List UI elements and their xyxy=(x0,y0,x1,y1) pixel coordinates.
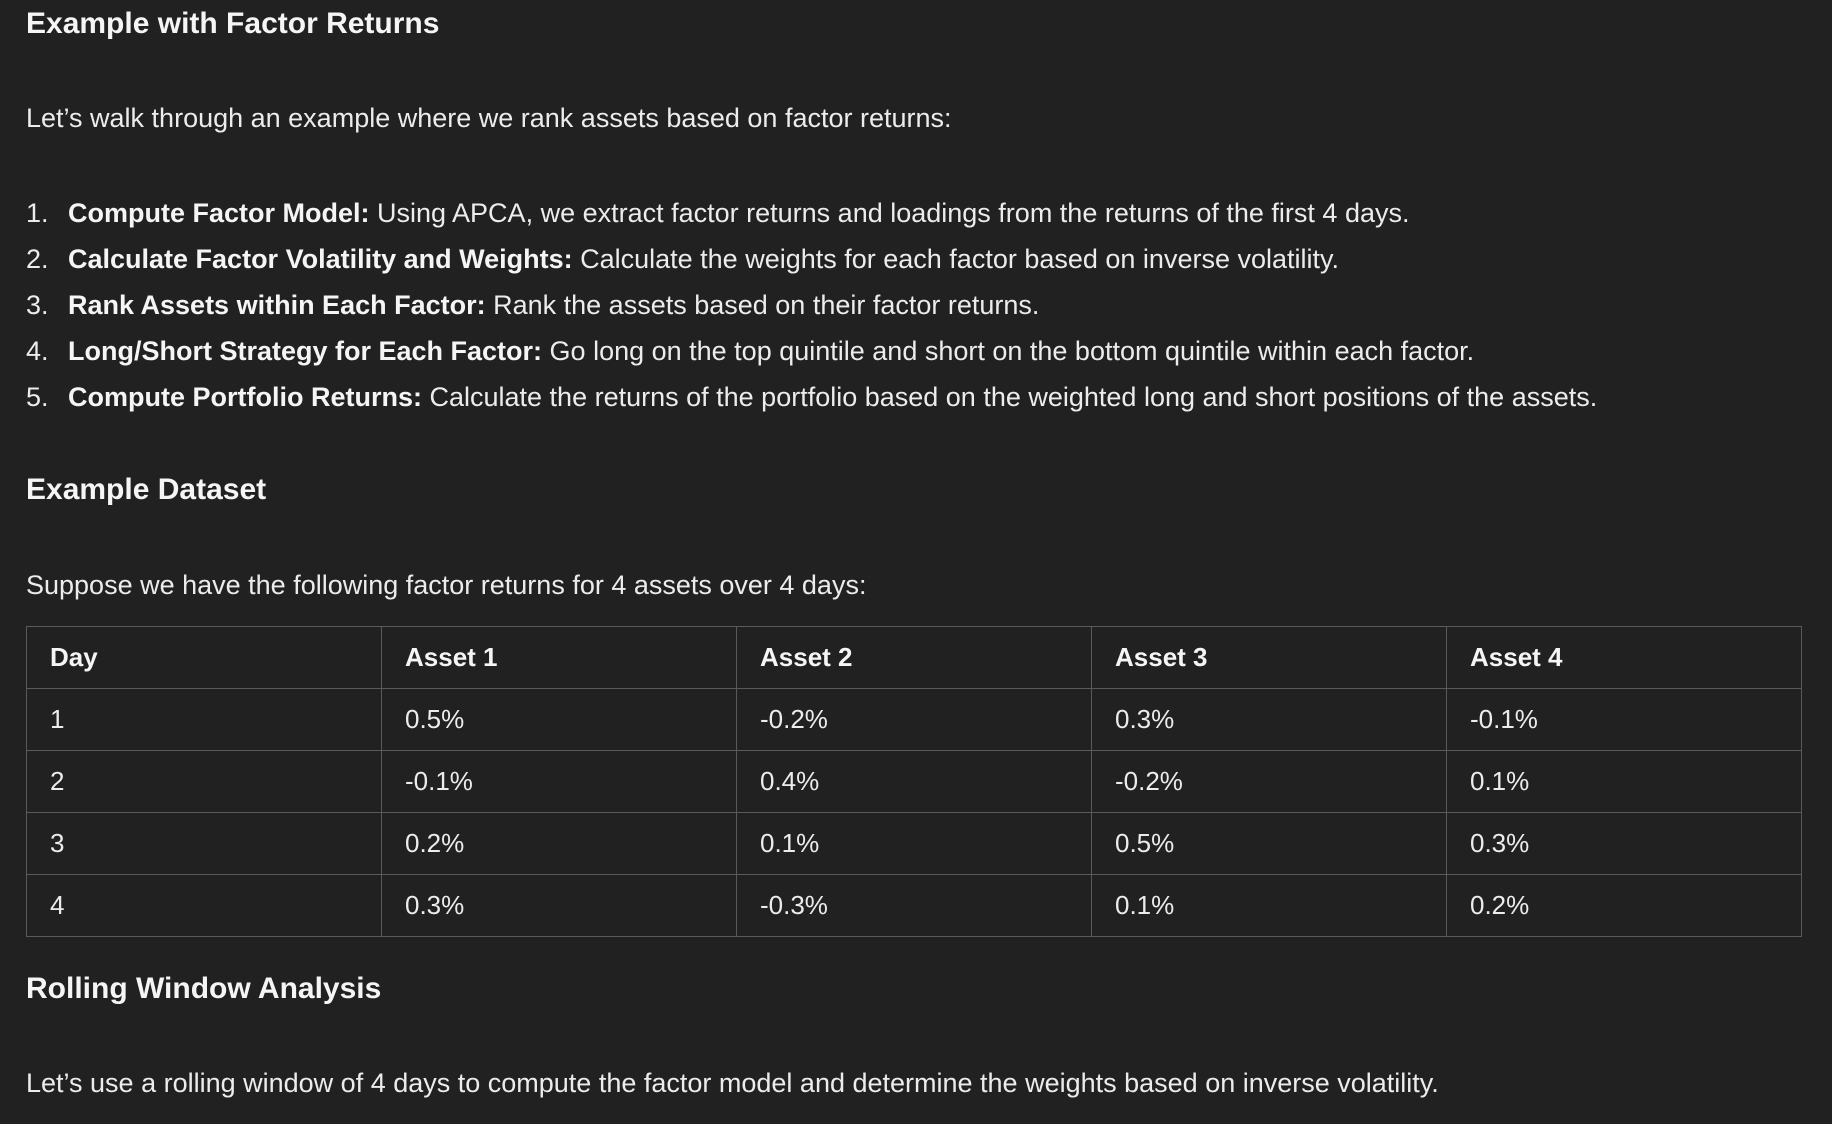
list-item: 4. Long/Short Strategy for Each Factor: G… xyxy=(26,330,1597,376)
step-text: Calculate the returns of the portfolio b… xyxy=(421,382,1598,412)
table-cell: 0.4% xyxy=(736,750,1092,813)
list-number: 5. xyxy=(26,382,49,412)
list-number: 4. xyxy=(26,336,49,366)
step-text: Go long on the top quintile and short on… xyxy=(542,336,1475,366)
table-cell: -0.3% xyxy=(736,874,1092,937)
table-cell: 0.2% xyxy=(381,812,737,875)
table-row: 1 0.5% -0.2% 0.3% -0.1% xyxy=(26,688,1802,751)
list-number: 1. xyxy=(26,198,49,228)
step-title: Compute Factor Model: xyxy=(68,198,370,228)
list-item: 3. Rank Assets within Each Factor: Rank t… xyxy=(26,284,1597,330)
heading-example-dataset: Example Dataset xyxy=(26,473,267,506)
list-item: 5. Compute Portfolio Returns: Calculate t… xyxy=(26,376,1597,422)
table-cell: 0.2% xyxy=(1446,874,1802,937)
table-cell: -0.2% xyxy=(1091,750,1447,813)
table-cell: -0.2% xyxy=(736,688,1092,751)
table-cell: -0.1% xyxy=(381,750,737,813)
list-number: 3. xyxy=(26,290,49,320)
table-cell: -0.1% xyxy=(1446,688,1802,751)
table-cell: 0.3% xyxy=(1091,688,1447,751)
table-cell: 0.3% xyxy=(381,874,737,937)
table-cell: 1 xyxy=(26,688,382,751)
table-cell: 0.1% xyxy=(736,812,1092,875)
step-text: Using APCA, we extract factor returns an… xyxy=(369,198,1410,228)
list-item: 2. Calculate Factor Volatility and Weight… xyxy=(26,238,1597,284)
step-title: Calculate Factor Volatility and Weights: xyxy=(68,244,573,274)
column-header-asset-3: Asset 3 xyxy=(1091,626,1447,689)
intro-paragraph: Let’s walk through an example where we r… xyxy=(26,103,952,133)
table-row: 4 0.3% -0.3% 0.1% 0.2% xyxy=(26,874,1802,937)
table-cell: 0.5% xyxy=(1091,812,1447,875)
table-cell: 0.1% xyxy=(1091,874,1447,937)
table-row: 3 0.2% 0.1% 0.5% 0.3% xyxy=(26,812,1802,875)
step-text: Calculate the weights for each factor ba… xyxy=(572,244,1339,274)
steps-list: 1. Compute Factor Model: Using APCA, we e… xyxy=(26,192,1597,422)
column-header-asset-4: Asset 4 xyxy=(1446,626,1802,689)
step-text: Rank the assets based on their factor re… xyxy=(485,290,1040,320)
step-title: Rank Assets within Each Factor: xyxy=(68,290,486,320)
table-row: 2 -0.1% 0.4% -0.2% 0.1% xyxy=(26,750,1802,813)
heading-factor-returns: Example with Factor Returns xyxy=(26,7,440,40)
column-header-asset-2: Asset 2 xyxy=(736,626,1092,689)
dataset-intro-paragraph: Suppose we have the following factor ret… xyxy=(26,570,867,600)
list-item: 1. Compute Factor Model: Using APCA, we e… xyxy=(26,192,1597,238)
table-cell: 0.3% xyxy=(1446,812,1802,875)
column-header-day: Day xyxy=(26,626,382,689)
table-cell: 2 xyxy=(26,750,382,813)
rolling-window-paragraph: Let’s use a rolling window of 4 days to … xyxy=(26,1068,1439,1098)
table-cell: 0.5% xyxy=(381,688,737,751)
list-number: 2. xyxy=(26,244,49,274)
factor-returns-table: Day Asset 1 Asset 2 Asset 3 Asset 4 1 0.… xyxy=(26,626,1802,937)
table-header-row: Day Asset 1 Asset 2 Asset 3 Asset 4 xyxy=(26,626,1802,689)
step-title: Compute Portfolio Returns: xyxy=(68,382,422,412)
table-cell: 4 xyxy=(26,874,382,937)
column-header-asset-1: Asset 1 xyxy=(381,626,737,689)
heading-rolling-window: Rolling Window Analysis xyxy=(26,972,382,1005)
step-title: Long/Short Strategy for Each Factor: xyxy=(68,336,543,366)
table-cell: 3 xyxy=(26,812,382,875)
table-cell: 0.1% xyxy=(1446,750,1802,813)
